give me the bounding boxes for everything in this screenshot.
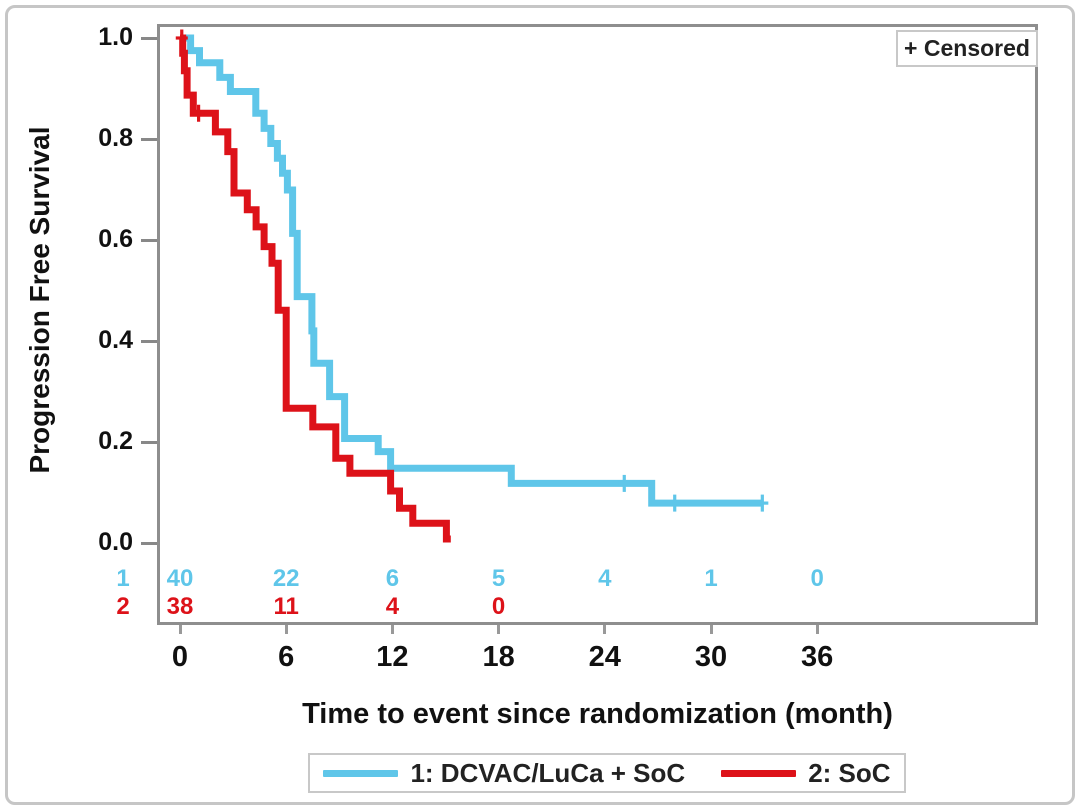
x-tick-label-18: 18 [482,641,515,673]
y-tick-label-0.6: 0.6 [98,225,133,253]
x-tick-mark [603,625,607,634]
y-tick-mark [141,137,157,141]
at-risk-group-label-1: 1 [116,565,130,592]
at-risk-count-group1-month6: 22 [272,565,300,592]
censored-label: + Censored [904,35,1030,61]
y-tick-mark [141,339,157,343]
y-tick-mark [141,36,157,40]
series-2-line-swatch [721,769,797,777]
x-tick-mark [497,625,501,634]
x-tick-label-0: 0 [171,641,189,673]
x-tick-label-12: 12 [376,641,409,673]
y-tick-label-0.0: 0.0 [98,528,133,556]
x-tick-mark [178,625,182,634]
at-risk-count-group1-month30: 1 [704,565,718,592]
y-tick-label-1.0: 1.0 [98,23,133,51]
at-risk-count-group1-month36: 0 [810,565,824,592]
y-tick-label-0.4: 0.4 [98,326,133,354]
at-risk-count-group1-month0: 40 [166,565,194,592]
y-tick-mark [141,541,157,545]
at-risk-count-group2-month6: 11 [273,593,299,620]
series-legend: 1: DCVAC/LuCa + SoC 2: SoC [308,753,906,793]
x-axis-title: Time to event since randomization (month… [302,698,893,730]
y-tick-mark [141,238,157,242]
km-curve-group-1 [180,34,763,507]
series-1-line-swatch [323,769,399,777]
x-tick-mark [709,625,713,634]
x-tick-label-24: 24 [588,641,621,673]
series-2-label: 2: SoC [808,757,891,788]
at-risk-group-label-2: 2 [116,593,130,620]
at-risk-count-group1-month18: 5 [491,565,506,592]
x-tick-mark [815,625,819,634]
at-risk-count-group1-month12: 6 [385,565,400,592]
at-risk-count-group2-month18: 0 [491,593,506,620]
x-tick-mark [390,625,394,634]
y-tick-mark [141,440,157,444]
y-tick-label-0.8: 0.8 [98,124,133,152]
y-tick-label-0.2: 0.2 [98,427,133,455]
censored-legend-box: + Censored [896,30,1038,67]
x-tick-label-36: 36 [801,641,834,673]
plot-frame [157,24,1038,625]
x-tick-mark [284,625,288,634]
at-risk-count-group2-month12: 4 [385,593,400,620]
x-tick-label-30: 30 [694,641,728,673]
at-risk-count-group2-month0: 38 [166,593,194,620]
km-curve-group-2 [179,34,451,543]
x-tick-label-6: 6 [278,641,295,673]
at-risk-count-group1-month24: 4 [598,565,612,592]
series-1-label: 1: DCVAC/LuCa + SoC [410,757,686,788]
